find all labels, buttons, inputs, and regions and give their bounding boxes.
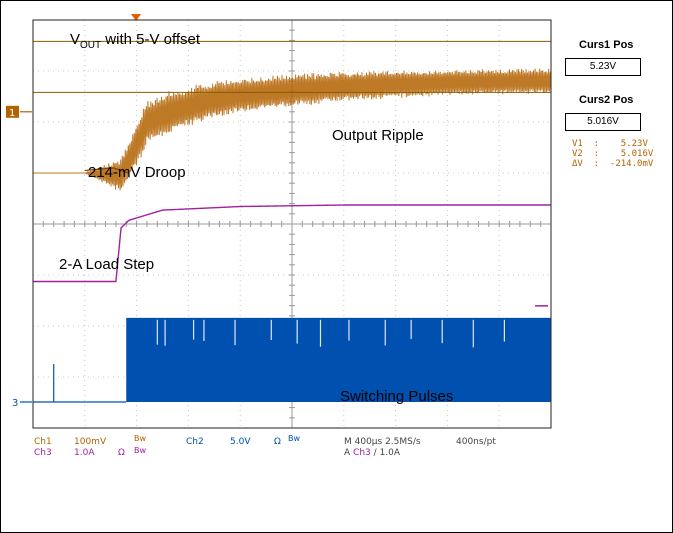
vout-annotation: VOUT with 5-V offset (70, 31, 200, 51)
ch1-waveform (33, 68, 552, 191)
ch3-ohm: Ω (118, 448, 125, 458)
ch2-label: Ch2 (186, 437, 204, 447)
ch2-scale: 5.0V (230, 437, 251, 447)
ch1-label: Ch1 (34, 437, 52, 447)
trigger-slope-icon: ∕ (373, 448, 377, 458)
curs2-value: 5.016V (565, 113, 641, 131)
ch1-baseline (84, 167, 130, 174)
trigger-mode: A (344, 448, 351, 458)
readout-v1: V1 : 5.23V (572, 139, 648, 149)
droop-annotation: 214-mV Droop (88, 164, 186, 181)
ch1-marker-text: 1 (9, 108, 15, 119)
ch1-bw: Bw (134, 434, 147, 443)
cursor-panel: Curs1 Pos 5.23V Curs2 Pos 5.016V V1 : 5.… (562, 38, 662, 188)
curs1-label: Curs1 Pos (579, 39, 634, 51)
trigger-readout: A Ch3 ∕ 1.0A (344, 448, 400, 458)
trigger-level: 1.0A (379, 448, 401, 458)
load-step-annotation: 2-A Load Step (59, 256, 155, 273)
ch2-ohm: Ω (274, 437, 281, 447)
readout-delta-v: ΔV : -214.0mV (572, 159, 654, 169)
cursor-lines (33, 40, 551, 93)
graticule-border (32, 19, 552, 429)
ch2-switching-trace (33, 317, 552, 403)
switching-annotation: Switching Pulses (340, 388, 454, 405)
curs2-label: Curs2 Pos (579, 94, 634, 106)
ch1-marker-box (6, 105, 19, 118)
ch3-waveform (33, 204, 551, 283)
trigger-position-marker (131, 14, 141, 21)
ch2-pulse-block (126, 317, 552, 402)
readout-v2: V2 : 5.016V (572, 149, 654, 159)
trigger-channel: Ch3 (353, 448, 371, 458)
ch3-marker-text: 3 (12, 398, 18, 409)
points-readout: 400ns/pt (456, 437, 496, 447)
timebase-readout: M 400µs 2.5MS/s (344, 437, 421, 447)
ripple-annotation: Output Ripple (332, 127, 424, 144)
vout-suffix: with 5-V offset (101, 31, 201, 48)
vout-subscript: OUT (80, 40, 102, 51)
ch3-load-step-trace (33, 204, 551, 283)
ch1-ripple-trace (33, 68, 552, 191)
ch1-scale: 100mV (74, 437, 107, 447)
ch2-bw: Bw (288, 434, 301, 443)
vout-prefix: V (70, 31, 81, 48)
ch3-scale: 1.0A (74, 448, 95, 458)
ch3-bw: Bw (134, 446, 147, 455)
channel-markers: 13 (6, 14, 548, 409)
ch3-label: Ch3 (34, 448, 52, 458)
curs1-value: 5.23V (565, 58, 641, 76)
